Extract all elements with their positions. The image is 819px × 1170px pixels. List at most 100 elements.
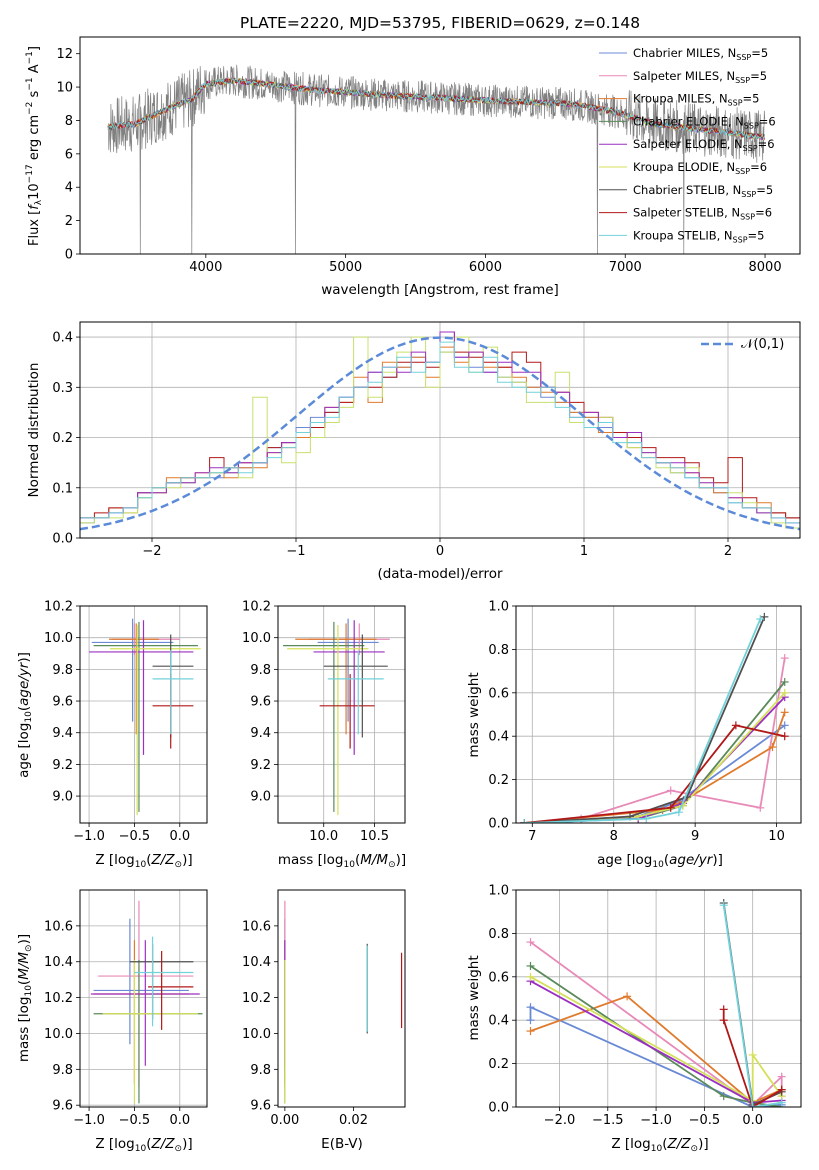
y-tick-label: 0.4 — [488, 1014, 509, 1029]
normal-distribution-curve — [80, 336, 800, 531]
y-tick-label: 10.6 — [44, 919, 73, 934]
y-tick-label: 9.4 — [52, 726, 73, 741]
y-tick-label: 10.0 — [44, 1027, 73, 1042]
y-tick-label: 9.8 — [250, 663, 271, 678]
residuals-panel: −2 −1 0 1 2 0.0 0.1 0.2 0.3 0.4 𝒩(0,1) (data-model… — [26, 321, 801, 582]
mass-weight-line — [530, 976, 783, 1103]
x-tick-label: 0.02 — [339, 1113, 368, 1128]
mass-vs-z-ylabel: mass [log10(M/M⊙)] — [16, 934, 34, 1062]
x-tick-label: 5000 — [329, 260, 362, 275]
mass-weight-line — [722, 905, 782, 1107]
x-tick-label: 0 — [436, 544, 444, 559]
age-vs-z-ylabel: age [log10(age/yr)] — [16, 652, 34, 778]
y-tick-label: 12 — [56, 47, 73, 62]
legend-label-rest: =5 — [751, 46, 768, 60]
x-tick-label: −2 — [142, 544, 161, 559]
data-layer — [80, 331, 800, 538]
axes-frame — [79, 36, 801, 255]
y-tick-label: 0.6 — [488, 686, 509, 701]
mass-weight-vs-z-ylabel: mass weight — [466, 955, 482, 1040]
mass-vs-z-plot-area: −1.0 −0.5 0.0 9.6 9.8 10.0 10.2 10.4 10.6 — [44, 889, 208, 1128]
axes-frame — [277, 889, 406, 1108]
y-tick-label: 10.0 — [44, 631, 73, 646]
age-vs-z-panel: −1.0 −0.5 0.0 9.0 9.2 9.4 9.6 9.8 10.0 10.2 Z [lo… — [16, 600, 208, 870]
data-layer — [520, 612, 789, 823]
legend-label-rest: =6 — [755, 206, 772, 220]
x-tick-label: 2 — [724, 544, 732, 559]
mass-weight-line — [530, 995, 783, 1104]
legend-label-rest: =5 — [748, 228, 765, 242]
data-layer — [284, 900, 403, 1104]
legend-label: Salpeter STELIB, NSSP=6 — [633, 206, 772, 222]
y-tick-label: 8 — [65, 114, 73, 129]
y-tick-label: 9.0 — [250, 790, 271, 805]
legend-subscript: SSP — [744, 121, 759, 130]
mass-vs-ebv-panel: 0.00 0.02 9.6 9.8 10.0 10.2 10.4 10.6 E(B-V) — [242, 889, 406, 1152]
mass-weight-vs-z-xlabel: Z [log10(Z/Z⊙)] — [611, 1136, 708, 1154]
y-tick-label: 0.0 — [52, 532, 73, 547]
mass-weight-vs-age-plot-area: 7 8 9 10 0.0 0.2 0.4 0.6 0.8 1.0 — [488, 600, 802, 844]
data-layer — [107, 64, 766, 254]
axes-frame — [515, 889, 802, 1108]
age-vs-z-xlabel: Z [log10(Z/Z⊙)] — [95, 852, 192, 870]
y-tick-label: 9.6 — [52, 695, 73, 710]
age-vs-mass-xlabel: mass [log10(M/M⊙)] — [278, 852, 406, 870]
y-tick-label: 9.6 — [250, 695, 271, 710]
residuals-ylabel: Normed distribution — [26, 363, 42, 498]
spectrum-ylabel: Flux [fλ10−17 erg cm−2 s−1 A−1] — [25, 46, 44, 246]
y-tick-label: 0.2 — [488, 1057, 509, 1072]
mass-weight-line — [722, 1009, 783, 1107]
data-layer — [283, 618, 390, 816]
x-tick-label: 0.0 — [169, 829, 190, 844]
y-tick-label: 0 — [65, 248, 73, 263]
y-tick-label: 0.0 — [488, 817, 509, 832]
mass-weight-vs-age-panel: 7 8 9 10 0.0 0.2 0.4 0.6 0.8 1.0 age [log10(age/y… — [466, 600, 802, 870]
legend-label: Salpeter MILES, NSSP=5 — [633, 69, 767, 85]
x-tick-label: 0.0 — [742, 1113, 763, 1128]
mass-vs-z-panel: −1.0 −0.5 0.0 9.6 9.8 10.0 10.2 10.4 10.6 Z [log… — [16, 889, 208, 1154]
x-tick-label: 0.0 — [169, 1113, 190, 1128]
x-tick-label: 8000 — [749, 260, 782, 275]
mass-vs-ebv-xlabel: E(B-V) — [321, 1136, 363, 1152]
legend-subscript: SSP — [740, 213, 755, 222]
residuals-xlabel: (data-model)/error — [377, 566, 503, 582]
age-vs-mass-plot-area: 10.0 10.5 9.0 9.2 9.4 9.6 9.8 10.0 10.2 — [242, 600, 406, 844]
histogram-step — [80, 341, 800, 538]
y-tick-label: 0.3 — [52, 381, 73, 396]
spectrum-plot-area: 4000 5000 6000 7000 8000 0 2 4 6 8 10 12 Chabrier MI… — [56, 36, 801, 275]
y-tick-label: 10.6 — [242, 919, 271, 934]
spectrum-panel: PLATE=2220, MJD=53795, FIBERID=0629, z=0… — [25, 14, 801, 298]
y-tick-label: 0.4 — [488, 730, 509, 745]
legend-label-rest: =5 — [756, 183, 773, 197]
mass-weight-vs-z-plot-area: −2.0 −1.5 −1.0 −0.5 0.0 0.0 0.2 0.4 0.6 0.8 1.0 — [488, 884, 802, 1128]
y-tick-label: 9.4 — [250, 726, 271, 741]
age-vs-z-plot-area: −1.0 −0.5 0.0 9.0 9.2 9.4 9.6 9.8 10.0 10.2 — [44, 600, 208, 844]
y-tick-label: 0.2 — [52, 431, 73, 446]
y-tick-label: 10.4 — [242, 955, 271, 970]
axes-frame — [515, 605, 802, 824]
x-tick-label: 10.0 — [309, 829, 338, 844]
histogram-step — [80, 331, 800, 538]
y-tick-label: 1.0 — [488, 600, 509, 615]
x-tick-label: 8 — [610, 829, 618, 844]
legend-label: Chabrier STELIB, NSSP=5 — [633, 183, 773, 199]
x-tick-label: 0.00 — [270, 1113, 299, 1128]
x-tick-label: −0.5 — [119, 1113, 151, 1128]
x-tick-label: −0.5 — [689, 1113, 721, 1128]
x-tick-label: 9 — [691, 829, 699, 844]
legend-label-rest: =6 — [758, 137, 775, 151]
y-tick-label: 10.2 — [242, 991, 271, 1006]
y-tick-label: 0.8 — [488, 643, 509, 658]
y-tick-label: 4 — [65, 181, 73, 196]
legend-label-rest: =6 — [759, 114, 776, 128]
y-tick-label: 9.8 — [52, 1063, 73, 1078]
y-tick-label: 0.0 — [488, 1101, 509, 1116]
mass-weight-vs-age-ylabel: mass weight — [466, 672, 482, 757]
mass-weight-line — [524, 618, 762, 823]
spectrum-xlabel: wavelength [Angstrom, rest frame] — [321, 282, 559, 298]
x-tick-label: 10.5 — [360, 829, 389, 844]
spectrum-title: PLATE=2220, MJD=53795, FIBERID=0629, z=0… — [240, 14, 640, 32]
legend-label: Salpeter ELODIE, NSSP=6 — [633, 137, 775, 153]
legend-subscript: SSP — [733, 235, 748, 244]
